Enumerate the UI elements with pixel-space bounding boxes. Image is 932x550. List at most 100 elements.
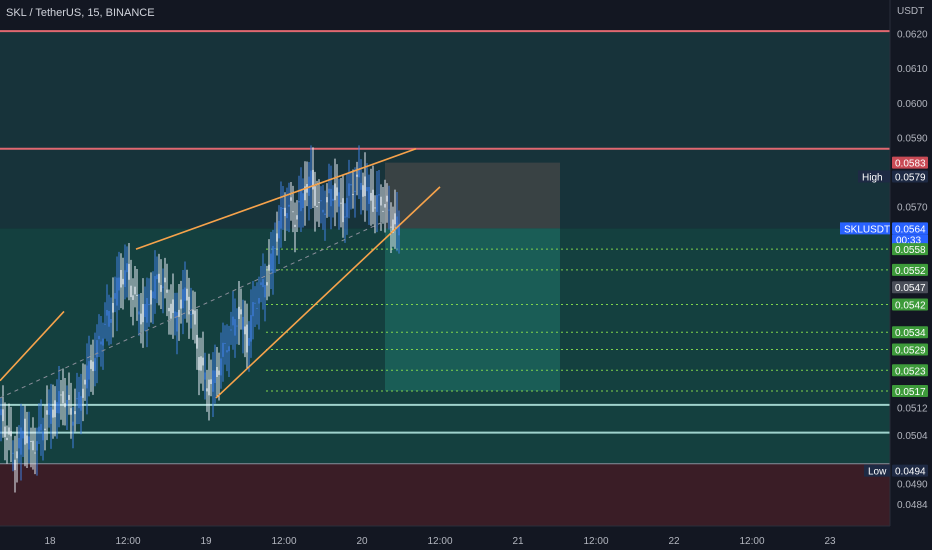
- candle-body[interactable]: [116, 277, 118, 306]
- candle-body[interactable]: [274, 248, 276, 250]
- candle-body[interactable]: [222, 342, 224, 357]
- candle-body[interactable]: [216, 366, 218, 377]
- candle-body[interactable]: [354, 190, 356, 192]
- candle-body[interactable]: [328, 188, 330, 194]
- candle-body[interactable]: [32, 440, 34, 451]
- candle-body[interactable]: [242, 316, 244, 330]
- candle-body[interactable]: [92, 361, 94, 372]
- candle-body[interactable]: [378, 194, 380, 196]
- candle-body[interactable]: [54, 400, 56, 418]
- candle-body[interactable]: [68, 395, 70, 400]
- candle-body[interactable]: [190, 313, 192, 315]
- candle-body[interactable]: [58, 391, 60, 414]
- candle-body[interactable]: [20, 427, 22, 455]
- candle-body[interactable]: [156, 274, 158, 280]
- candle-body[interactable]: [160, 285, 162, 292]
- candle-body[interactable]: [164, 277, 166, 283]
- candle-body[interactable]: [196, 334, 198, 349]
- candle-body[interactable]: [364, 176, 366, 197]
- price-tag[interactable]: [892, 281, 928, 294]
- candle-body[interactable]: [368, 186, 370, 204]
- candle-body[interactable]: [350, 184, 352, 186]
- candle-body[interactable]: [188, 296, 190, 315]
- candle-body[interactable]: [90, 360, 92, 369]
- candle-body[interactable]: [214, 370, 216, 383]
- candle-body[interactable]: [148, 304, 150, 306]
- candle-body[interactable]: [42, 431, 44, 441]
- candle-body[interactable]: [244, 326, 246, 335]
- candle-body[interactable]: [82, 388, 84, 398]
- candle-body[interactable]: [204, 372, 206, 380]
- candle-body[interactable]: [44, 428, 46, 431]
- candle-body[interactable]: [252, 302, 254, 317]
- candle-body[interactable]: [140, 313, 142, 325]
- candle-body[interactable]: [218, 370, 220, 375]
- candle-body[interactable]: [162, 286, 164, 288]
- candle-body[interactable]: [120, 269, 122, 288]
- candle-body[interactable]: [168, 307, 170, 312]
- trend-line[interactable]: [0, 310, 65, 382]
- candle-body[interactable]: [94, 358, 96, 371]
- candle-body[interactable]: [228, 346, 230, 352]
- candle-body[interactable]: [226, 350, 228, 353]
- candle-body[interactable]: [80, 396, 82, 411]
- candle-body[interactable]: [60, 394, 62, 396]
- candle-body[interactable]: [278, 220, 280, 239]
- candle-body[interactable]: [62, 391, 64, 404]
- price-tag-label-box[interactable]: [864, 464, 890, 477]
- candle-body[interactable]: [238, 306, 240, 319]
- candle-body[interactable]: [18, 437, 20, 449]
- candle-body[interactable]: [264, 285, 266, 298]
- candle-body[interactable]: [240, 309, 242, 315]
- candle-body[interactable]: [22, 430, 24, 439]
- candle-body[interactable]: [210, 379, 212, 385]
- candle-body[interactable]: [96, 340, 98, 358]
- candle-body[interactable]: [284, 207, 286, 217]
- price-tag-label-box[interactable]: [840, 222, 890, 235]
- candle-body[interactable]: [266, 282, 268, 286]
- trend-line[interactable]: [135, 148, 417, 250]
- candle-body[interactable]: [360, 182, 362, 190]
- candle-body[interactable]: [48, 403, 50, 415]
- price-tag[interactable]: [892, 156, 928, 169]
- candle-body[interactable]: [334, 183, 336, 201]
- candle-body[interactable]: [52, 409, 54, 418]
- candle-body[interactable]: [372, 189, 374, 212]
- candle-body[interactable]: [138, 311, 140, 315]
- candle-body[interactable]: [176, 312, 178, 332]
- candle-body[interactable]: [166, 289, 168, 293]
- candle-body[interactable]: [208, 379, 210, 396]
- price-tag[interactable]: [892, 298, 928, 311]
- candle-body[interactable]: [56, 402, 58, 414]
- candle-body[interactable]: [370, 192, 372, 201]
- candle-body[interactable]: [14, 459, 16, 471]
- candle-body[interactable]: [202, 357, 204, 366]
- candle-body[interactable]: [158, 273, 160, 283]
- candle-body[interactable]: [286, 213, 288, 219]
- candle-body[interactable]: [220, 358, 222, 376]
- candle-body[interactable]: [234, 319, 236, 336]
- candle-body[interactable]: [392, 219, 394, 234]
- candle-body[interactable]: [114, 293, 116, 299]
- price-tag[interactable]: [892, 326, 928, 339]
- candle-body[interactable]: [186, 288, 188, 301]
- candle-body[interactable]: [232, 316, 234, 326]
- candle-body[interactable]: [276, 233, 278, 242]
- trend-line[interactable]: [215, 186, 441, 399]
- candle-body[interactable]: [386, 195, 388, 202]
- candle-body[interactable]: [50, 406, 52, 424]
- candle-body[interactable]: [376, 195, 378, 212]
- candle-body[interactable]: [38, 426, 40, 432]
- candle-body[interactable]: [30, 440, 32, 442]
- candle-body[interactable]: [374, 207, 376, 209]
- candle-body[interactable]: [74, 411, 76, 415]
- candle-body[interactable]: [388, 209, 390, 211]
- candle-body[interactable]: [150, 290, 152, 305]
- price-tag[interactable]: [892, 464, 928, 477]
- candle-body[interactable]: [260, 282, 262, 285]
- candle-body[interactable]: [118, 277, 120, 291]
- candle-body[interactable]: [212, 370, 214, 392]
- candle-body[interactable]: [308, 176, 310, 196]
- candle-body[interactable]: [112, 302, 114, 313]
- candle-body[interactable]: [394, 213, 396, 225]
